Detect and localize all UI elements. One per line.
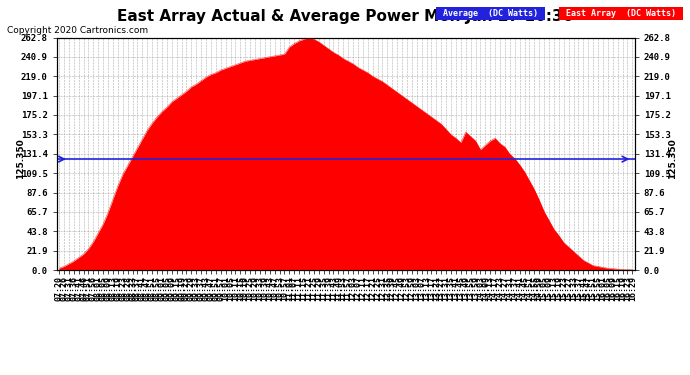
Text: Average  (DC Watts): Average (DC Watts) [438, 9, 543, 18]
Text: 125.350: 125.350 [17, 139, 26, 180]
Text: East Array  (DC Watts): East Array (DC Watts) [561, 9, 681, 18]
Text: 125.350: 125.350 [668, 139, 677, 180]
Text: East Array Actual & Average Power Mon Jan 27 16:36: East Array Actual & Average Power Mon Ja… [117, 9, 573, 24]
Text: Copyright 2020 Cartronics.com: Copyright 2020 Cartronics.com [7, 26, 148, 35]
